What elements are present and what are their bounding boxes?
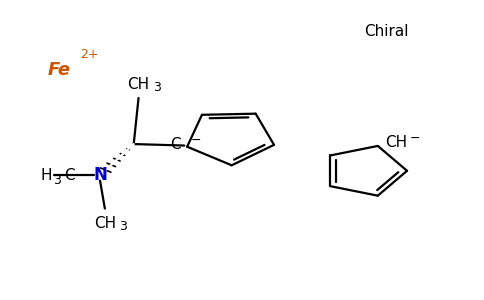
Text: C: C — [170, 137, 181, 152]
Text: 3: 3 — [153, 81, 161, 94]
Text: −: − — [191, 134, 201, 147]
Text: 3: 3 — [53, 174, 61, 187]
Text: C: C — [64, 168, 75, 183]
Text: CH: CH — [127, 77, 150, 92]
Text: CH: CH — [385, 136, 407, 151]
Text: 2+: 2+ — [80, 48, 98, 62]
Text: N: N — [93, 166, 107, 184]
Text: Chiral: Chiral — [364, 24, 408, 39]
Text: Fe: Fe — [47, 61, 71, 79]
Text: CH: CH — [94, 216, 116, 231]
Text: H: H — [41, 168, 52, 183]
Text: 3: 3 — [119, 220, 127, 233]
Text: −: − — [410, 132, 421, 145]
